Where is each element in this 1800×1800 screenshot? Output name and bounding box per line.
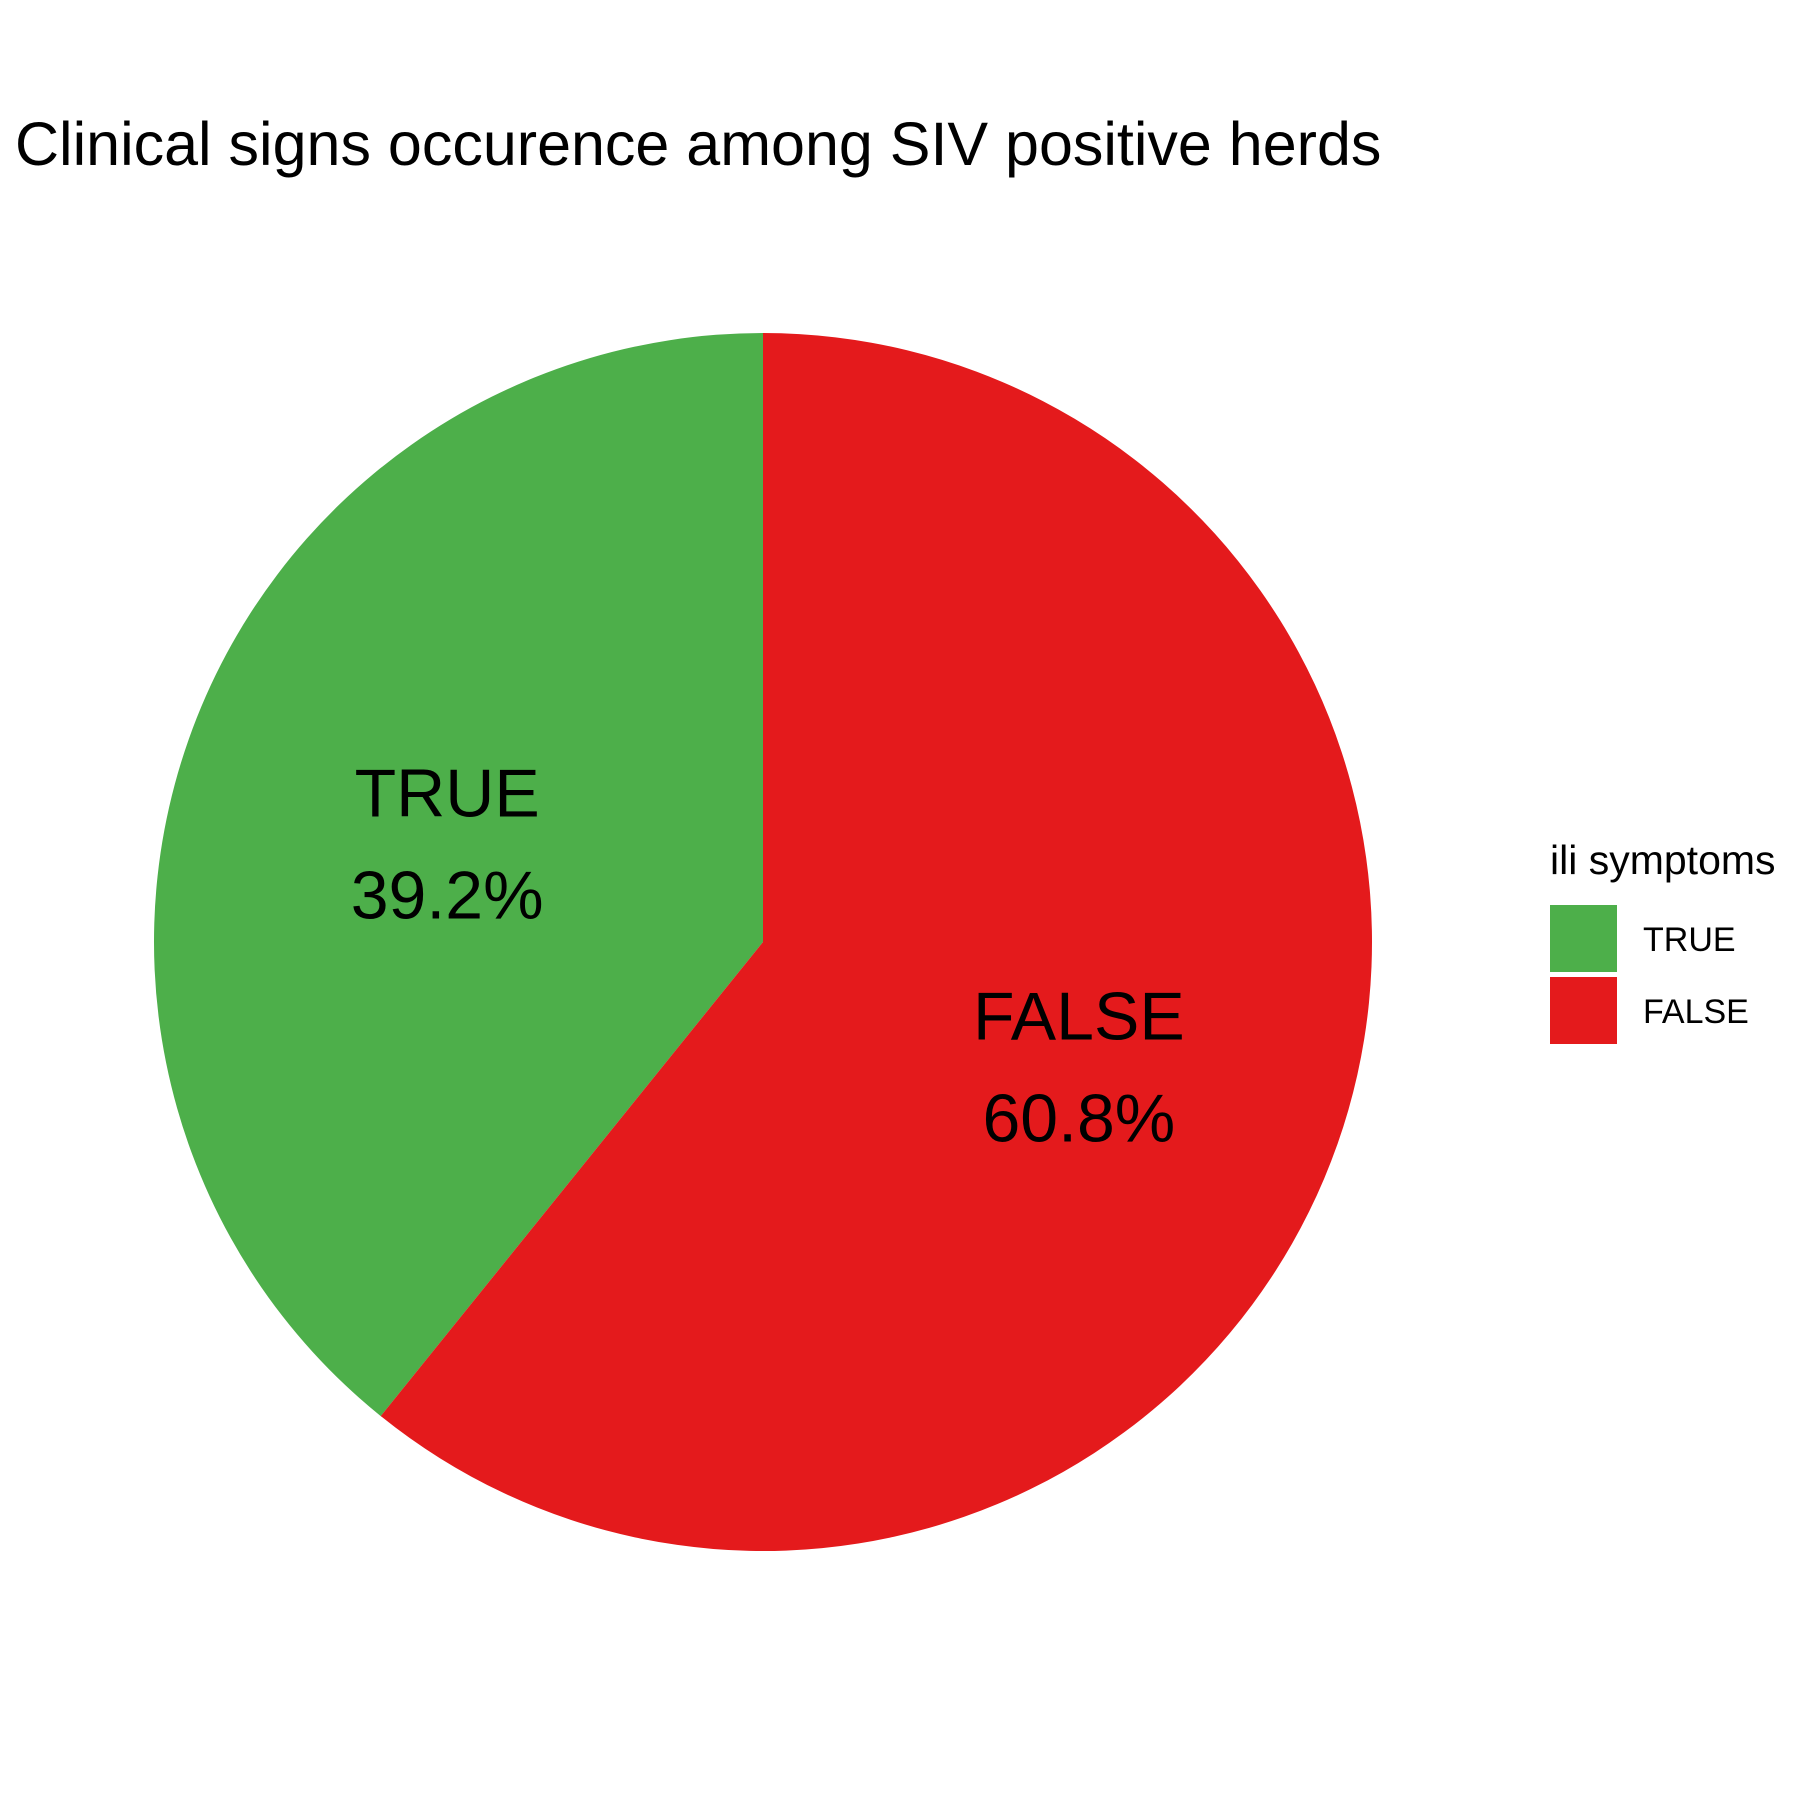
pie-slice-labels: TRUE 39.2% FALSE 60.8% <box>351 756 1185 1157</box>
legend: ili symptoms TRUE FALSE <box>1550 837 1776 1044</box>
legend-label-true: TRUE <box>1643 921 1736 959</box>
legend-key-false <box>1550 977 1617 1044</box>
legend-items: TRUE FALSE <box>1550 905 1749 1044</box>
slice-label-true: TRUE <box>355 756 540 832</box>
slice-percent-true: 39.2% <box>351 858 544 934</box>
chart-title: Clinical signs occurence among SIV posit… <box>15 110 1381 178</box>
pie-slice-false <box>380 333 1373 1551</box>
legend-title: ili symptoms <box>1550 837 1776 883</box>
slice-percent-false: 60.8% <box>982 1080 1175 1156</box>
pie-slices <box>154 333 1373 1551</box>
pie-slice-true <box>154 333 763 1417</box>
slice-label-false: FALSE <box>973 978 1185 1054</box>
legend-label-false: FALSE <box>1643 993 1749 1031</box>
legend-key-true <box>1550 905 1617 972</box>
